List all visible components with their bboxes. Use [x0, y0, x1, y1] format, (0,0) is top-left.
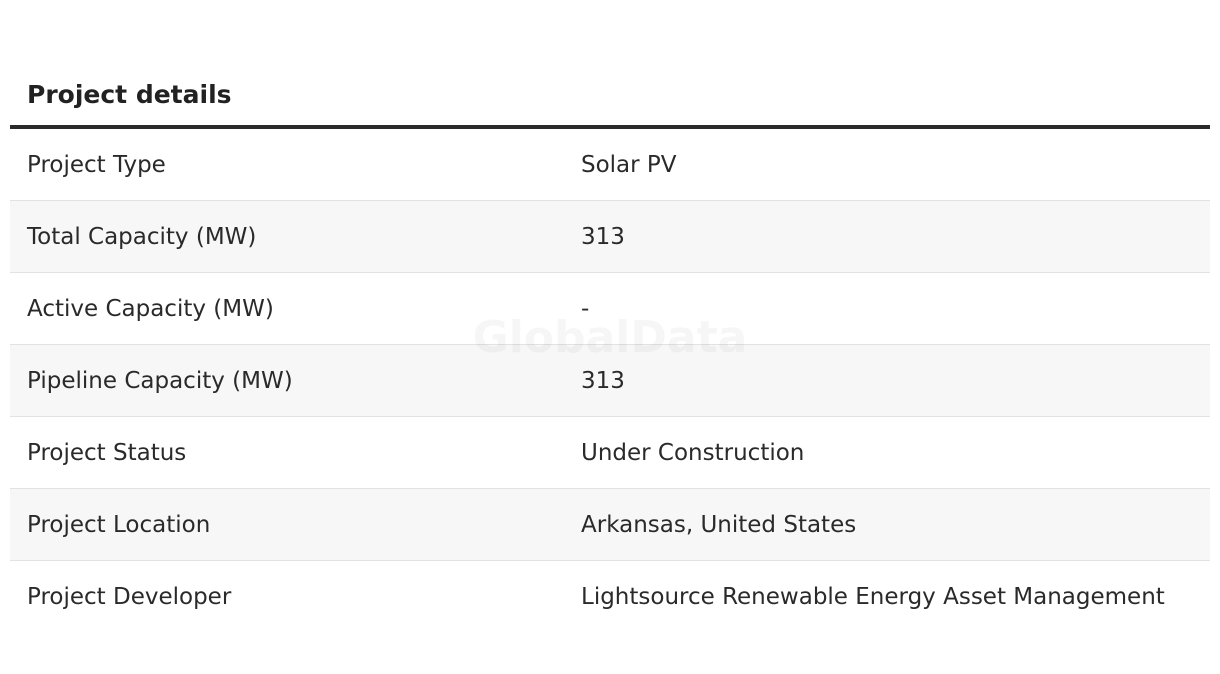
field-value: Lightsource Renewable Energy Asset Manag… — [581, 584, 1165, 610]
field-value: Solar PV — [581, 152, 677, 178]
field-label: Pipeline Capacity (MW) — [27, 368, 293, 394]
field-value: - — [581, 296, 590, 322]
details-table: Project Type Solar PV Total Capacity (MW) 3… — [10, 129, 1210, 632]
table-row: Total Capacity (MW) 313 — [10, 201, 1210, 273]
table-row: Project Status Under Construction — [10, 417, 1210, 489]
table-row: Pipeline Capacity (MW) 313 — [10, 345, 1210, 417]
field-label: Total Capacity (MW) — [27, 224, 257, 250]
field-label: Project Developer — [27, 584, 232, 610]
table-row: Project Developer Lightsource Renewable E… — [10, 561, 1210, 632]
field-label: Project Type — [27, 152, 166, 178]
field-value: 313 — [581, 368, 625, 394]
field-label: Project Location — [27, 512, 211, 538]
field-value: Under Construction — [581, 440, 805, 466]
table-row: Project Type Solar PV — [10, 129, 1210, 201]
section-title: Project details — [27, 80, 232, 109]
field-value: 313 — [581, 224, 625, 250]
field-value: Arkansas, United States — [581, 512, 857, 538]
field-label: Active Capacity (MW) — [27, 296, 274, 322]
title-rule — [10, 125, 1210, 129]
field-label: Project Status — [27, 440, 187, 466]
table-row: Active Capacity (MW) - — [10, 273, 1210, 345]
table-row: Project Location Arkansas, United States — [10, 489, 1210, 561]
